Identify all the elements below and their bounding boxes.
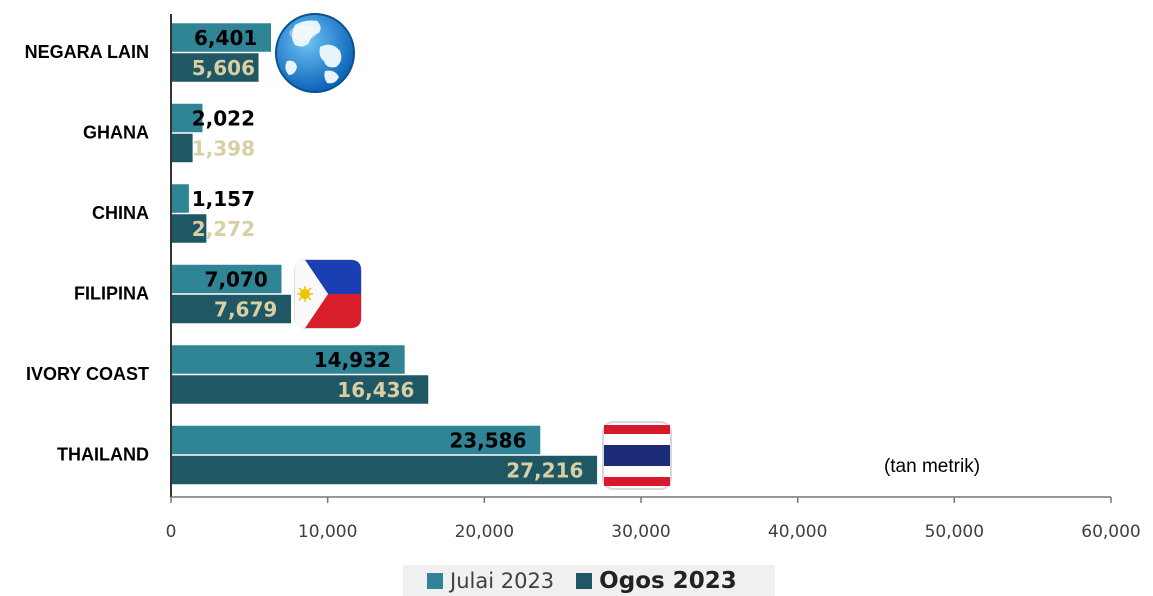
bar-ogos-2023-china <box>170 213 207 244</box>
x-tick-label: 40,000 <box>768 522 827 542</box>
bar-julai-2023-filipina <box>170 264 283 294</box>
chart-legend: Julai 2023 Ogos 2023 <box>403 565 775 596</box>
value-label-julai-2023-ghana: 2,022 <box>192 107 255 131</box>
value-label-ogos-2023-filipina: 7,679 <box>214 298 277 322</box>
legend-swatch-julai <box>427 572 443 589</box>
category-label-thailand: THAILAND <box>57 445 149 465</box>
thailand-flag-icon <box>602 421 672 490</box>
bar-ogos-2023-ghana <box>170 133 194 163</box>
value-label-julai-2023-china: 1,157 <box>192 187 255 211</box>
bar-ogos-2023-ivory-coast <box>170 374 429 405</box>
bar-julai-2023-ivory-coast <box>170 344 406 375</box>
bar-ogos-2023-negara-lain <box>170 52 260 83</box>
value-label-julai-2023-ivory-coast: 14,932 <box>314 348 391 372</box>
x-tick-label: 60,000 <box>1081 522 1140 542</box>
bar-julai-2023-ghana <box>170 103 203 133</box>
value-label-ogos-2023-negara-lain: 5,606 <box>192 56 255 80</box>
value-label-ogos-2023-ivory-coast: 16,436 <box>337 378 414 402</box>
value-label-julai-2023-thailand: 23,586 <box>449 429 526 453</box>
globe-icon <box>275 13 355 93</box>
legend-label-julai: Julai 2023 <box>450 568 555 593</box>
category-label-filipina: FILIPINA <box>74 284 149 304</box>
x-tick-label: 30,000 <box>611 522 670 542</box>
legend-item-julai: Julai 2023 <box>427 569 554 593</box>
x-tick-label: 20,000 <box>455 522 514 542</box>
philippines-flag-icon <box>294 259 362 329</box>
value-label-julai-2023-negara-lain: 6,401 <box>194 26 257 50</box>
bar-ogos-2023-thailand <box>170 455 598 485</box>
x-tick-label: 50,000 <box>925 522 984 542</box>
value-label-ogos-2023-china: 2,272 <box>192 217 255 241</box>
x-tick-label: 10,000 <box>298 522 357 542</box>
category-label-ivory-coast: IVORY COAST <box>26 364 149 384</box>
category-label-china: CHINA <box>92 203 149 223</box>
legend-label-ogos: Ogos 2023 <box>599 567 737 594</box>
bar-julai-2023-negara-lain <box>170 22 272 53</box>
legend-swatch-ogos <box>576 572 593 589</box>
value-label-julai-2023-filipina: 7,070 <box>204 268 267 292</box>
bar-ogos-2023-filipina <box>170 294 292 324</box>
category-label-ghana: GHANA <box>83 123 149 143</box>
legend-item-ogos: Ogos 2023 <box>576 568 737 594</box>
x-tick-label: 0 <box>166 522 177 542</box>
bar-julai-2023-china <box>170 183 190 214</box>
unit-annotation: (tan metrik) <box>884 456 980 477</box>
category-label-negara-lain: NEGARA LAIN <box>25 42 149 62</box>
value-label-ogos-2023-thailand: 27,216 <box>506 459 583 483</box>
value-label-ogos-2023-ghana: 1,398 <box>192 137 255 161</box>
bar-chart: NEGARA LAIN 6,401 5,606 GHANA 2,022 1,398 CHIN… <box>25 13 1141 542</box>
